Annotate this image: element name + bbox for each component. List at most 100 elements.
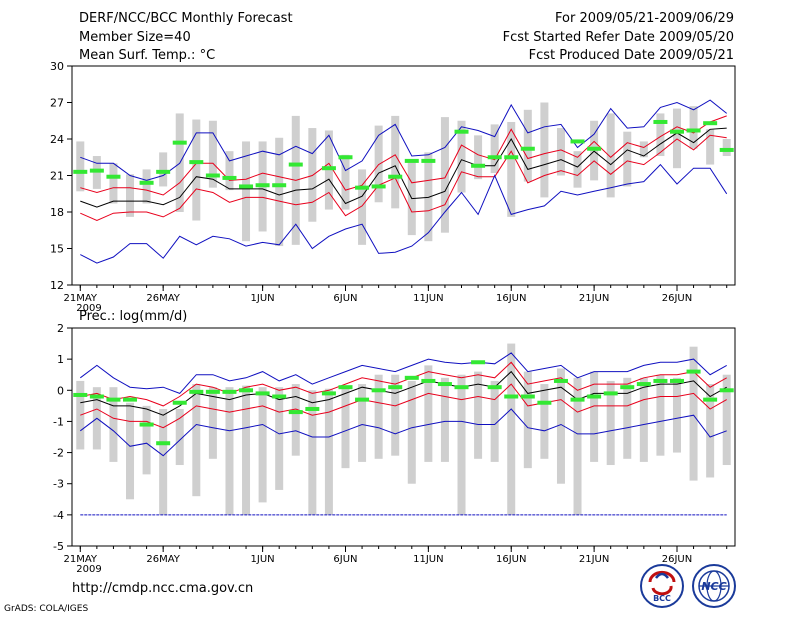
produced-date: Fcst Produced Date 2009/05/21 xyxy=(528,48,734,63)
observed-marker xyxy=(73,169,88,174)
x-tick-label: 11JUN xyxy=(413,293,443,304)
y-tick-label: -4 xyxy=(53,509,64,522)
ensemble-box xyxy=(490,380,499,462)
observed-marker xyxy=(421,158,436,163)
observed-marker xyxy=(570,139,585,144)
ensemble-box xyxy=(192,119,201,221)
y-tick-label: 1 xyxy=(57,353,64,366)
ensemble-box xyxy=(606,113,615,198)
ensemble-box xyxy=(175,408,184,466)
observed-marker xyxy=(371,388,386,393)
ensemble-box xyxy=(242,141,251,242)
observed-marker xyxy=(288,162,303,167)
ensemble-box xyxy=(391,374,400,456)
x-tick-label: 26MAY xyxy=(146,293,180,304)
ensemble-box xyxy=(208,120,217,188)
observed-marker xyxy=(355,397,370,402)
observed-marker xyxy=(471,360,486,365)
ensemble-box xyxy=(507,121,516,217)
ensemble-box xyxy=(474,371,483,459)
ensemble-box xyxy=(523,109,532,182)
ensemble-box xyxy=(258,387,267,503)
observed-marker xyxy=(106,174,121,179)
precipitation-panel: -5 -4 -3 -2 -1 0 1 2 21MAY 26MAY 1JUN 6JUN 11JUN 16JU… xyxy=(53,322,736,575)
observed-marker xyxy=(570,397,585,402)
ensemble-box xyxy=(639,377,648,462)
ensemble-box xyxy=(192,384,201,497)
ensemble-box xyxy=(142,169,151,204)
ensemble-box xyxy=(540,384,549,459)
observed-marker xyxy=(587,146,602,151)
observed-marker xyxy=(421,378,436,383)
observed-marker xyxy=(454,385,469,390)
x-tick-label: 26JUN xyxy=(662,293,692,304)
observed-marker xyxy=(272,183,287,188)
y-tick-label: 21 xyxy=(50,170,64,183)
ensemble-box xyxy=(507,343,516,515)
ensemble-box xyxy=(722,374,731,466)
ensemble-box xyxy=(457,120,466,193)
ensemble-box xyxy=(109,387,118,462)
ensemble-box xyxy=(523,371,532,469)
bcc-logo: BCC xyxy=(640,564,684,608)
ensemble-box xyxy=(490,124,499,174)
ensemble-box xyxy=(639,141,648,158)
x-tick-label: 21JUN xyxy=(579,554,609,565)
x-tick-label: 16JUN xyxy=(496,554,526,565)
ensemble-box xyxy=(126,174,135,217)
min-series-line xyxy=(80,163,728,264)
y-tick-label: 27 xyxy=(50,97,64,110)
ensemble-box xyxy=(109,163,118,204)
observed-marker xyxy=(255,391,270,396)
ensemble-box xyxy=(374,125,383,203)
observed-marker xyxy=(669,129,684,134)
ensemble-box xyxy=(358,384,367,462)
ensemble-box xyxy=(225,387,234,515)
x-tick-label: 1JUN xyxy=(251,293,275,304)
observed-marker xyxy=(172,140,187,145)
observed-marker xyxy=(388,385,403,390)
ensemble-box xyxy=(556,128,565,176)
y-tick-label: -2 xyxy=(53,447,64,460)
upper-series-line xyxy=(80,115,727,196)
ensemble-box xyxy=(76,380,85,450)
ensemble-box xyxy=(689,106,698,149)
observed-marker xyxy=(620,385,635,390)
observed-marker xyxy=(603,391,618,396)
y-tick-label: -3 xyxy=(53,478,64,491)
bcc-logo-text: BCC xyxy=(653,594,671,603)
plot-frame xyxy=(71,327,736,547)
ensemble-box xyxy=(573,377,582,515)
ensemble-box xyxy=(324,388,333,515)
observed-marker xyxy=(288,410,303,415)
observed-marker xyxy=(504,394,519,399)
observed-marker xyxy=(520,394,535,399)
observed-marker xyxy=(73,392,88,397)
ensemble-box xyxy=(424,152,433,242)
upper-series-line xyxy=(80,361,727,407)
observed-marker xyxy=(89,394,104,399)
grads-credit: GrADS: COLA/IGES xyxy=(4,604,89,614)
started-date: Fcst Started Refer Date 2009/05/20 xyxy=(502,30,734,45)
ensemble-box xyxy=(722,139,731,157)
ensemble-box xyxy=(208,387,217,459)
ensemble-box xyxy=(706,129,715,165)
observed-marker xyxy=(520,146,535,151)
ensemble-box xyxy=(142,405,151,475)
observed-marker xyxy=(156,441,171,446)
ensemble-box xyxy=(656,113,665,157)
observed-marker xyxy=(189,160,204,165)
ensemble-box xyxy=(76,141,85,192)
ncc-logo: NCC xyxy=(692,564,736,608)
y-tick-label: 12 xyxy=(50,279,64,292)
ensemble-box xyxy=(623,131,632,187)
ensemble-box xyxy=(275,387,284,490)
observed-marker xyxy=(89,168,104,173)
observed-marker xyxy=(703,397,718,402)
y-tick-label: 30 xyxy=(50,60,64,73)
x-tick-label: 26JUN xyxy=(662,554,692,565)
ensemble-box xyxy=(159,408,168,515)
observed-marker xyxy=(404,158,419,163)
ensemble-box xyxy=(341,387,350,469)
x-tick-label: 6JUN xyxy=(333,293,357,304)
